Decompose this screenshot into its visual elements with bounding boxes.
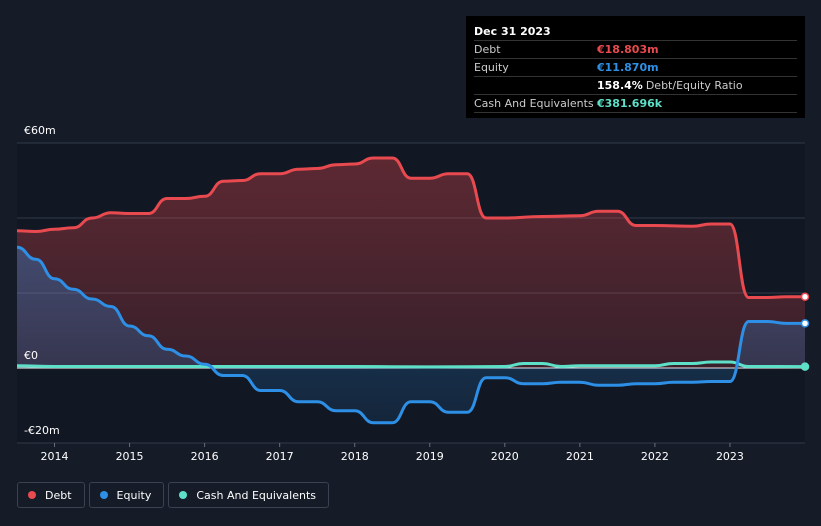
line-equity — [16, 245, 805, 425]
marker-layer — [800, 292, 810, 371]
tooltip-row-cash: Cash And Equivalents €381.696k — [474, 95, 797, 113]
area-debt — [17, 158, 805, 368]
tooltip-row-equity: Equity €11.870m — [474, 59, 797, 77]
x-tick-label: 2020 — [491, 450, 519, 463]
line-layer — [16, 156, 806, 425]
x-tick-label: 2019 — [416, 450, 444, 463]
x-tick-label: 2015 — [116, 450, 144, 463]
area-equity — [17, 247, 805, 423]
tooltip-row-ratio: 158.4% Debt/Equity Ratio — [474, 77, 797, 95]
tooltip-equity-label: Equity — [474, 61, 509, 74]
legend-item-cash[interactable]: Cash And Equivalents — [168, 482, 329, 508]
tooltip-ratio-value: 158.4% — [597, 79, 643, 92]
area-layer — [17, 158, 805, 423]
tooltip-date: Dec 31 2023 — [474, 23, 797, 41]
legend-item-equity[interactable]: Equity — [88, 482, 165, 508]
x-tick-label: 2016 — [191, 450, 219, 463]
end-marker-cash-and-equivalents — [800, 362, 810, 371]
tooltip-debt-label: Debt — [474, 43, 501, 56]
y-tick-label: -€20m — [24, 424, 60, 437]
x-tick-label: 2021 — [566, 450, 594, 463]
x-tick-label: 2018 — [341, 450, 369, 463]
x-tick-label: 2017 — [266, 450, 294, 463]
end-marker-debt — [800, 292, 810, 301]
legend-label-cash: Cash And Equivalents — [196, 488, 316, 502]
tooltip-ratio-suffix: Debt/Equity Ratio — [645, 79, 743, 92]
x-axis-ticks: 2014 2015 2016 2017 2018 2019 2020 2021 2022 2023 — [41, 443, 744, 463]
tooltip-panel: Dec 31 2023 Debt €18.803m Equity €11.870… — [466, 16, 805, 118]
legend-dot-equity-icon — [99, 491, 108, 499]
line-cash-and-equivalents — [16, 360, 806, 369]
tooltip-cash-label: Cash And Equivalents — [474, 97, 594, 110]
tooltip-equity-value: €11.870m — [597, 61, 659, 74]
x-tick-label: 2023 — [716, 450, 744, 463]
end-marker-equity — [800, 319, 810, 328]
y-tick-label: €60m — [24, 124, 56, 137]
tooltip-debt-value: €18.803m — [597, 43, 659, 56]
legend-dot-cash-icon — [179, 491, 188, 499]
legend-dot-debt-icon — [28, 491, 36, 499]
tooltip-row-debt: Debt €18.803m — [474, 41, 797, 59]
tooltip-ratio-label — [474, 77, 597, 94]
legend: Debt Equity Cash And Equivalents — [17, 482, 329, 508]
legend-label-equity: Equity — [116, 488, 152, 502]
y-axis-ticks: €60m €0 -€20m — [24, 124, 60, 437]
y-tick-label: €0 — [24, 349, 38, 362]
tooltip-cash-value: €381.696k — [597, 97, 663, 110]
x-tick-label: 2014 — [41, 450, 69, 463]
legend-item-debt[interactable]: Debt — [17, 482, 85, 508]
line-debt — [16, 156, 805, 299]
legend-label-debt: Debt — [45, 488, 72, 502]
x-tick-label: 2022 — [641, 450, 669, 463]
